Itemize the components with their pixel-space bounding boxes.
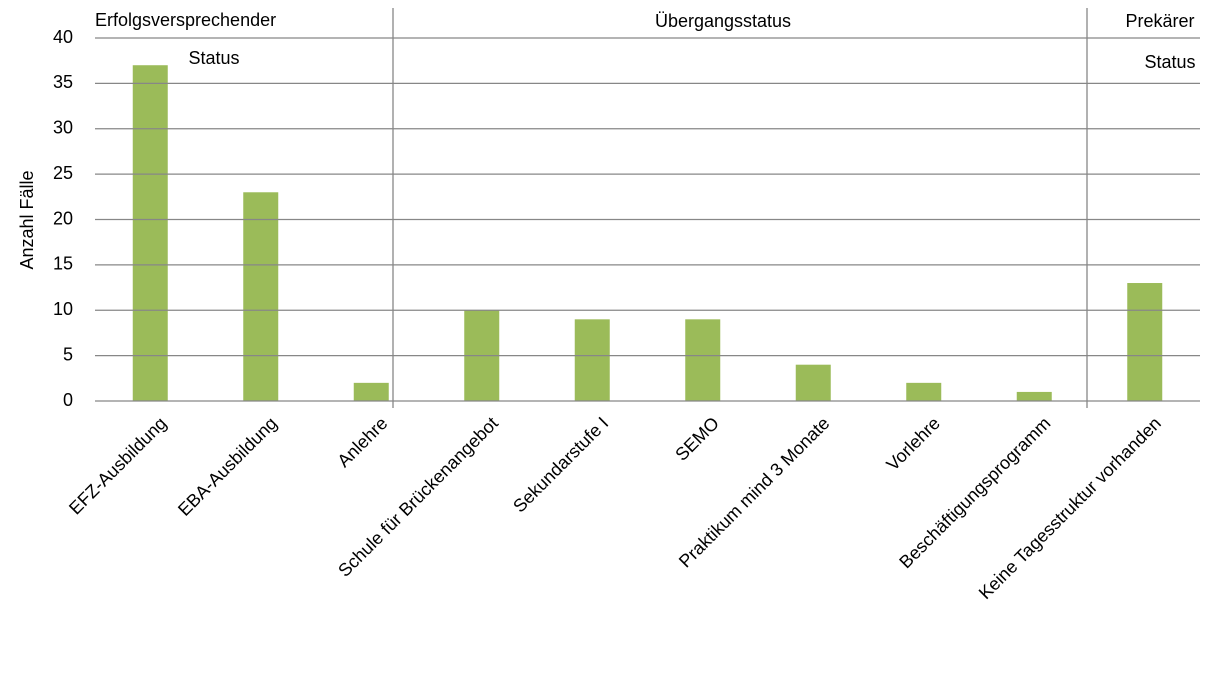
y-tick-label: 40 (53, 27, 73, 47)
group-label: Prekärer (1125, 11, 1194, 31)
group-label: Erfolgsversprechender (95, 10, 276, 30)
y-tick-label: 25 (53, 163, 73, 183)
bar (132, 65, 168, 401)
x-tick-label: Vorlehre (882, 413, 944, 475)
x-tick-label: SEMO (671, 413, 723, 465)
bar (353, 382, 389, 401)
x-tick-label: EBA-Ausbildung (174, 413, 281, 520)
x-tick-label: EFZ-Ausbildung (65, 413, 170, 518)
y-tick-label: 10 (53, 299, 73, 319)
y-tick-label: 30 (53, 118, 73, 138)
bar (243, 192, 279, 401)
y-tick-label: 5 (63, 344, 73, 364)
y-tick-label: 20 (53, 208, 73, 228)
y-axis-label: Anzahl Fälle (17, 170, 37, 269)
y-tick-label: 0 (63, 390, 73, 410)
x-tick-label: Anlehre (333, 413, 391, 471)
x-tick-label: Keine Tagesstruktur vorhanden (975, 413, 1165, 603)
y-tick-label: 35 (53, 72, 73, 92)
bar (1016, 391, 1052, 401)
bar (574, 319, 610, 401)
group-label: Status (188, 48, 239, 68)
y-tick-label: 15 (53, 254, 73, 274)
x-tick-label: Sekundarstufe I (509, 413, 612, 516)
bar (906, 382, 942, 401)
group-label: Übergangsstatus (655, 11, 791, 31)
bar (685, 319, 721, 401)
bar (795, 364, 831, 401)
bar (1127, 283, 1163, 401)
group-label: Status (1144, 52, 1195, 72)
